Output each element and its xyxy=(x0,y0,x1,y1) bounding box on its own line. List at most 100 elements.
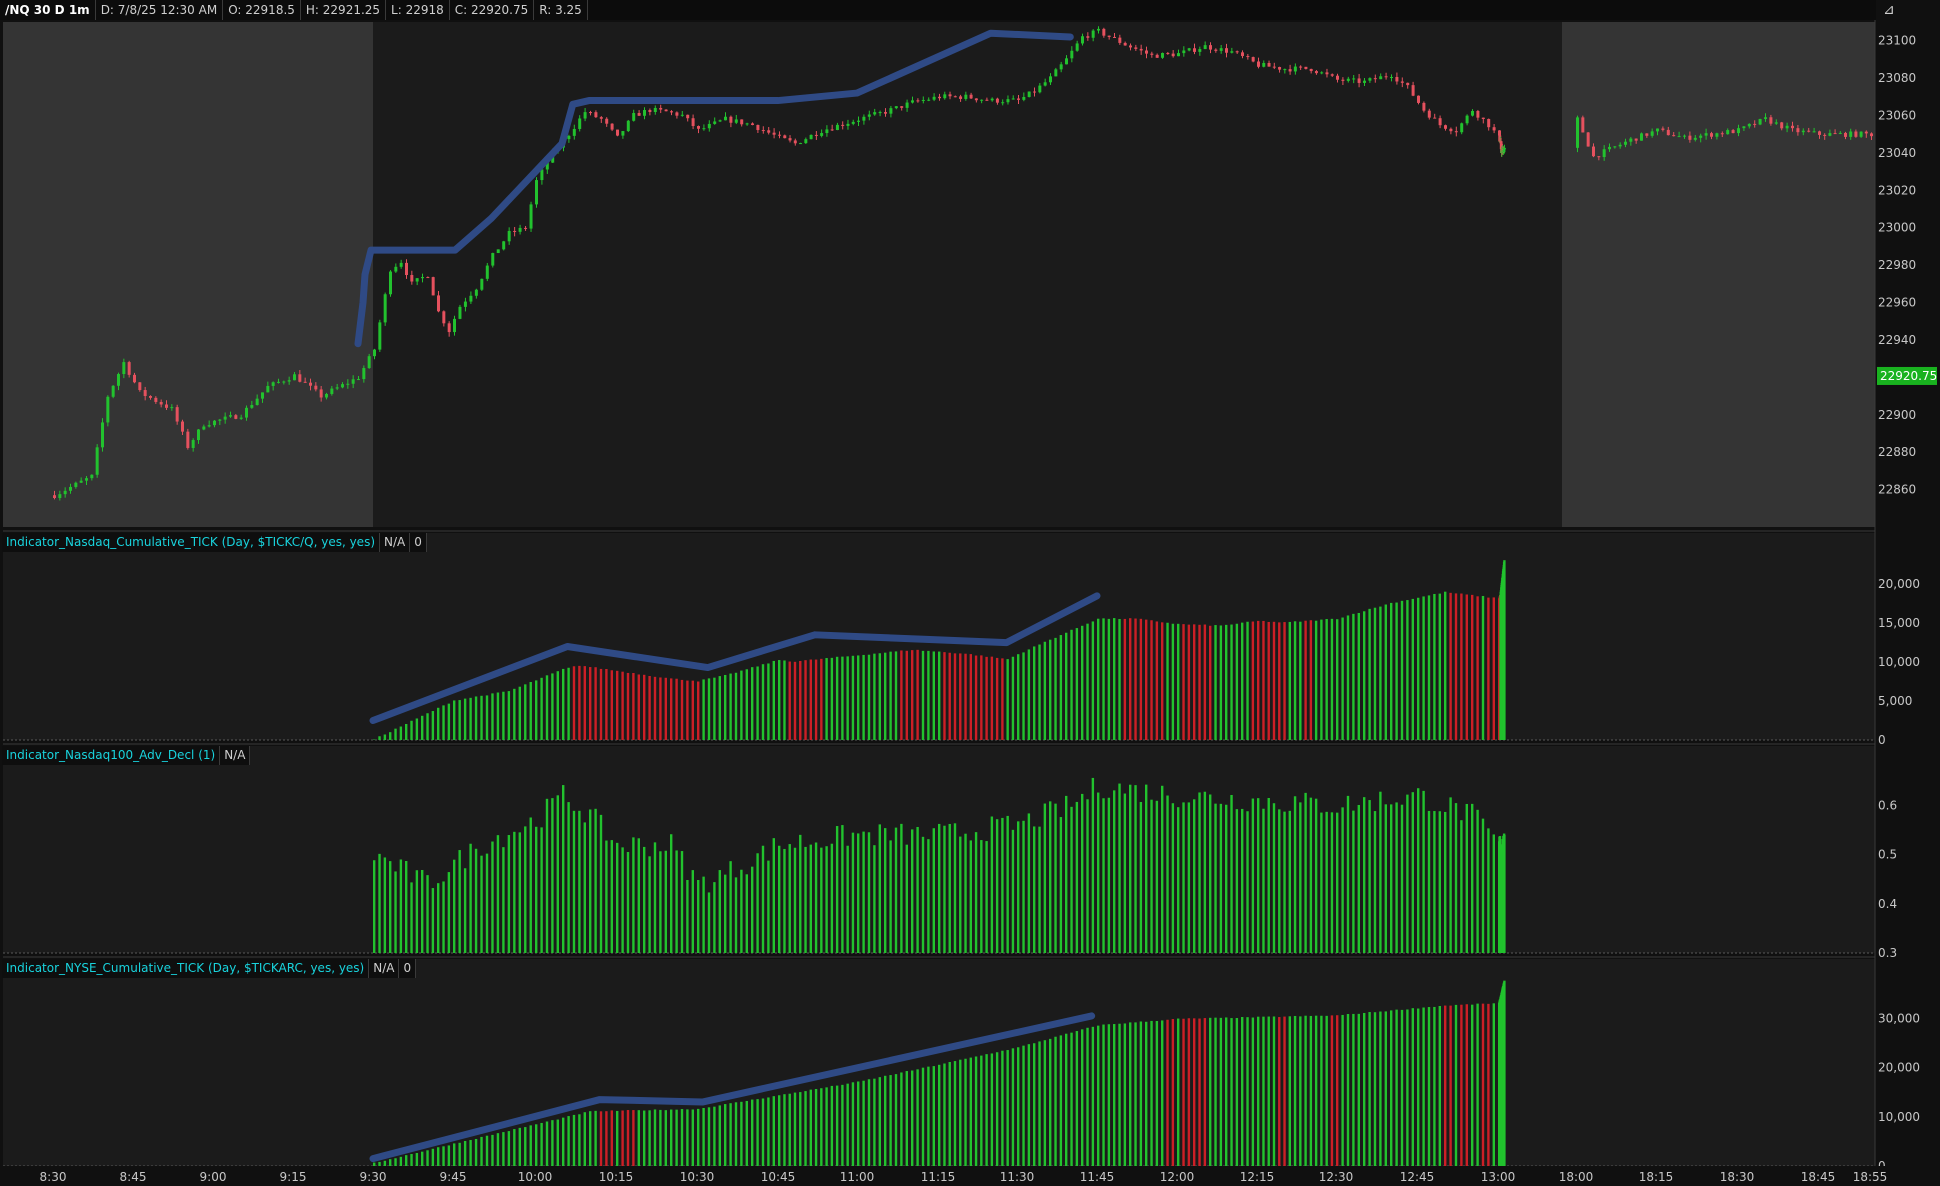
candle-body xyxy=(1257,61,1260,67)
indicator-bar xyxy=(1346,795,1350,953)
indicator-bar xyxy=(653,842,657,953)
indicator-bar xyxy=(583,822,586,953)
candle-body xyxy=(106,396,110,423)
time-tick-label: 8:30 xyxy=(40,1170,67,1184)
candle-body xyxy=(1710,133,1713,137)
indicator-bar xyxy=(1011,656,1015,740)
indicator-bar xyxy=(1314,798,1318,953)
candle-body xyxy=(578,118,582,129)
indicator-bar xyxy=(491,1134,494,1166)
indicator-bar xyxy=(1086,623,1089,740)
indicator-bar xyxy=(990,656,994,740)
indicator-bar xyxy=(1171,803,1175,953)
candle-body xyxy=(1481,117,1485,120)
candle-body xyxy=(793,140,797,144)
drawing-tool-icon[interactable]: ⊿ xyxy=(1883,2,1895,18)
candle-body xyxy=(1634,138,1638,141)
indicator-bar xyxy=(1379,791,1382,953)
pane-name[interactable]: Indicator_Nasdaq100_Adv_Decl (1) xyxy=(2,746,221,765)
candle-body xyxy=(927,99,931,101)
indicator-bar xyxy=(1097,1025,1100,1166)
indicator-bar xyxy=(686,1109,689,1166)
candle-body xyxy=(974,98,978,101)
symbol-label[interactable]: /NQ 30 D 1m xyxy=(0,0,96,20)
indicator-bar xyxy=(938,651,941,740)
candle-body xyxy=(1043,82,1047,86)
indicator-bar xyxy=(825,658,828,740)
pane-name[interactable]: Indicator_Nasdaq_Cumulative_TICK (Day, $… xyxy=(2,533,380,552)
indicator-bar xyxy=(830,657,834,740)
candle-body xyxy=(394,266,398,272)
indicator-bar xyxy=(691,1109,694,1166)
indicator-bar xyxy=(405,723,408,740)
candle-body xyxy=(1471,110,1474,116)
candle-body xyxy=(1774,122,1778,124)
pane-name[interactable]: Indicator_NYSE_Cumulative_TICK (Day, $TI… xyxy=(2,959,370,978)
candle-body xyxy=(1182,50,1186,54)
indicator-bar xyxy=(1134,618,1137,740)
candle-body xyxy=(431,277,435,296)
indicator-bar xyxy=(1487,1003,1490,1166)
candle-body xyxy=(1384,76,1388,78)
candle-body xyxy=(1422,102,1426,111)
indicator-bar xyxy=(626,1110,630,1166)
indicator-bar xyxy=(772,838,775,953)
indicator-bar xyxy=(1433,1006,1436,1166)
candle-body xyxy=(90,474,94,479)
candle-body xyxy=(814,134,818,136)
indicator-bar xyxy=(740,670,743,740)
indicator-bar xyxy=(463,1140,467,1166)
indicator-bar xyxy=(1059,1035,1063,1166)
indicator-bar xyxy=(745,1100,748,1166)
candle-body xyxy=(303,381,307,383)
indicator-tick-label: 10,000 xyxy=(1878,1110,1920,1124)
candle-body xyxy=(1828,133,1832,136)
candle-body xyxy=(1075,43,1079,51)
candle-body xyxy=(1022,96,1026,100)
indicator-bar xyxy=(724,874,727,953)
indicator-bar xyxy=(740,869,743,953)
indicator-bar xyxy=(751,667,754,740)
candle-body xyxy=(1791,125,1794,129)
indicator-bar xyxy=(884,1075,887,1166)
indicator-bar xyxy=(857,833,860,953)
indicator-bar xyxy=(1038,1041,1041,1166)
candle-body xyxy=(1193,48,1196,52)
indicator-bar xyxy=(453,700,456,740)
price-tick-label: 22960 xyxy=(1878,296,1916,310)
indicator-bar xyxy=(1449,797,1452,953)
indicator-bar xyxy=(463,868,467,953)
indicator-bar xyxy=(415,1152,419,1166)
candle-body xyxy=(830,129,834,131)
indicator-bar xyxy=(851,832,855,953)
indicator-bar xyxy=(1017,1047,1020,1166)
candle-body xyxy=(900,106,904,108)
indicator-bar xyxy=(643,1110,646,1166)
indicator-bar xyxy=(916,826,919,953)
indicator-bar xyxy=(1134,1022,1137,1166)
indicator-bar xyxy=(1309,620,1313,740)
candle-body xyxy=(1618,144,1622,147)
indicator-bar xyxy=(830,843,834,953)
indicator-bar xyxy=(948,1061,951,1166)
indicator-bar xyxy=(948,652,951,740)
indicator-bar xyxy=(1395,602,1398,740)
candle-body xyxy=(1341,79,1345,81)
indicator-bar xyxy=(540,1122,543,1166)
indicator-bar xyxy=(1001,658,1004,740)
indicator-bar xyxy=(562,785,565,953)
indicator-bar xyxy=(1235,623,1239,740)
indicator-bar xyxy=(841,656,844,740)
indicator-bar xyxy=(480,1136,483,1166)
indicator-bar xyxy=(1001,1050,1004,1166)
close-label: C: 22920.75 xyxy=(450,0,535,20)
indicator-bar xyxy=(1427,1007,1431,1166)
date-label: D: 7/8/25 12:30 AM xyxy=(96,0,224,20)
indicator-bar xyxy=(1341,807,1344,953)
indicator-bar xyxy=(927,650,930,740)
indicator-bar xyxy=(659,1109,662,1166)
candle-body xyxy=(1498,135,1502,141)
candle-body xyxy=(1502,147,1506,149)
indicator-bar xyxy=(1091,621,1095,740)
